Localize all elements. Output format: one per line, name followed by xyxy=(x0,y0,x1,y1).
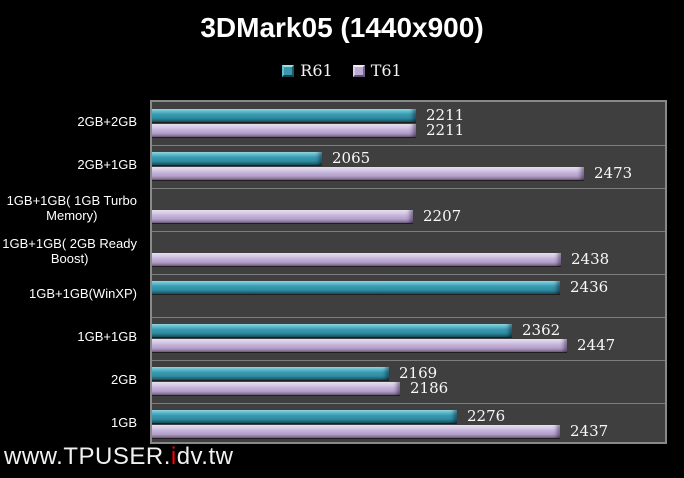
legend-label-r61: R61 xyxy=(300,61,333,80)
bar-t61 xyxy=(152,210,413,223)
bar-value-label: 2276 xyxy=(467,407,506,425)
row-separator xyxy=(152,145,665,146)
category-label: 2GB+1GB xyxy=(77,157,137,172)
bar-t61 xyxy=(152,339,567,352)
legend-label-t61: T61 xyxy=(370,61,402,80)
bar-value-label: 2186 xyxy=(410,379,449,397)
bar-r61 xyxy=(152,367,389,380)
bar-r61 xyxy=(152,281,560,294)
bar-t61 xyxy=(152,425,560,438)
row-separator xyxy=(152,317,665,318)
category-label: 2GB xyxy=(110,372,137,387)
chart-row: 2211 2211 xyxy=(152,102,665,145)
chart-row: 2438 xyxy=(152,231,665,274)
chart-row: 2436 xyxy=(152,274,665,317)
bar-value-label: 2362 xyxy=(522,321,561,339)
bar-t61 xyxy=(152,253,561,266)
legend-swatch-t61-icon xyxy=(352,64,365,77)
bar-value-label: 2211 xyxy=(426,106,465,124)
chart-legend: R61 T61 xyxy=(0,61,684,80)
bar-value-label: 2447 xyxy=(577,336,616,354)
bar-t61 xyxy=(152,167,584,180)
bar-value-label: 2437 xyxy=(570,422,609,440)
bar-r61 xyxy=(152,109,416,122)
row-separator xyxy=(152,360,665,361)
chart-row: 2169 2186 xyxy=(152,360,665,403)
chart-row: 2362 2447 xyxy=(152,317,665,360)
category-label: 2GB+2GB xyxy=(77,114,137,129)
bar-value-label: 2169 xyxy=(399,364,438,382)
bar-value-label: 2207 xyxy=(423,207,462,225)
bar-value-label: 2438 xyxy=(571,250,610,268)
row-separator xyxy=(152,403,665,404)
chart-row: 2276 2437 xyxy=(152,403,665,446)
plot-area: 2211 2211 2065 2473 2207 2438 2436 2362 2447 2169… xyxy=(150,100,667,444)
row-separator xyxy=(152,231,665,232)
bar-value-label: 2473 xyxy=(594,164,633,182)
row-separator xyxy=(152,188,665,189)
category-label: 1GB xyxy=(110,415,137,430)
bar-t61 xyxy=(152,124,416,137)
bar-value-label: 2065 xyxy=(332,149,371,167)
category-label: 1GB+1GB xyxy=(77,329,137,344)
chart-row: 2065 2473 xyxy=(152,145,665,188)
category-label: 1GB+1GB(WinXP) xyxy=(28,286,137,301)
chart-title: 3DMark05 (1440x900) xyxy=(200,12,484,43)
watermark-accent: i xyxy=(170,443,177,470)
legend-item-t61: T61 xyxy=(352,61,402,80)
bar-t61 xyxy=(152,382,400,395)
category-axis-labels: 2GB+2GB 2GB+1GB 1GB+1GB( 1GB Turbo Memory)… xyxy=(0,100,141,444)
legend-item-r61: R61 xyxy=(282,61,333,80)
bar-r61 xyxy=(152,152,322,165)
watermark-suffix: dv.tw xyxy=(176,443,234,470)
bar-value-label: 2211 xyxy=(426,121,465,139)
legend-swatch-r61-icon xyxy=(282,64,295,77)
bar-r61 xyxy=(152,324,512,337)
chart-row: 2207 xyxy=(152,188,665,231)
bar-r61 xyxy=(152,410,457,423)
category-label: 1GB+1GB( 2GB Ready Boost) xyxy=(2,235,137,266)
bar-value-label: 2436 xyxy=(570,278,609,296)
row-separator xyxy=(152,274,665,275)
category-label: 1GB+1GB( 1GB Turbo Memory) xyxy=(6,192,137,223)
watermark-prefix: www.TPUSER. xyxy=(4,443,171,470)
watermark: www.TPUSER.idv.tw xyxy=(4,443,233,471)
